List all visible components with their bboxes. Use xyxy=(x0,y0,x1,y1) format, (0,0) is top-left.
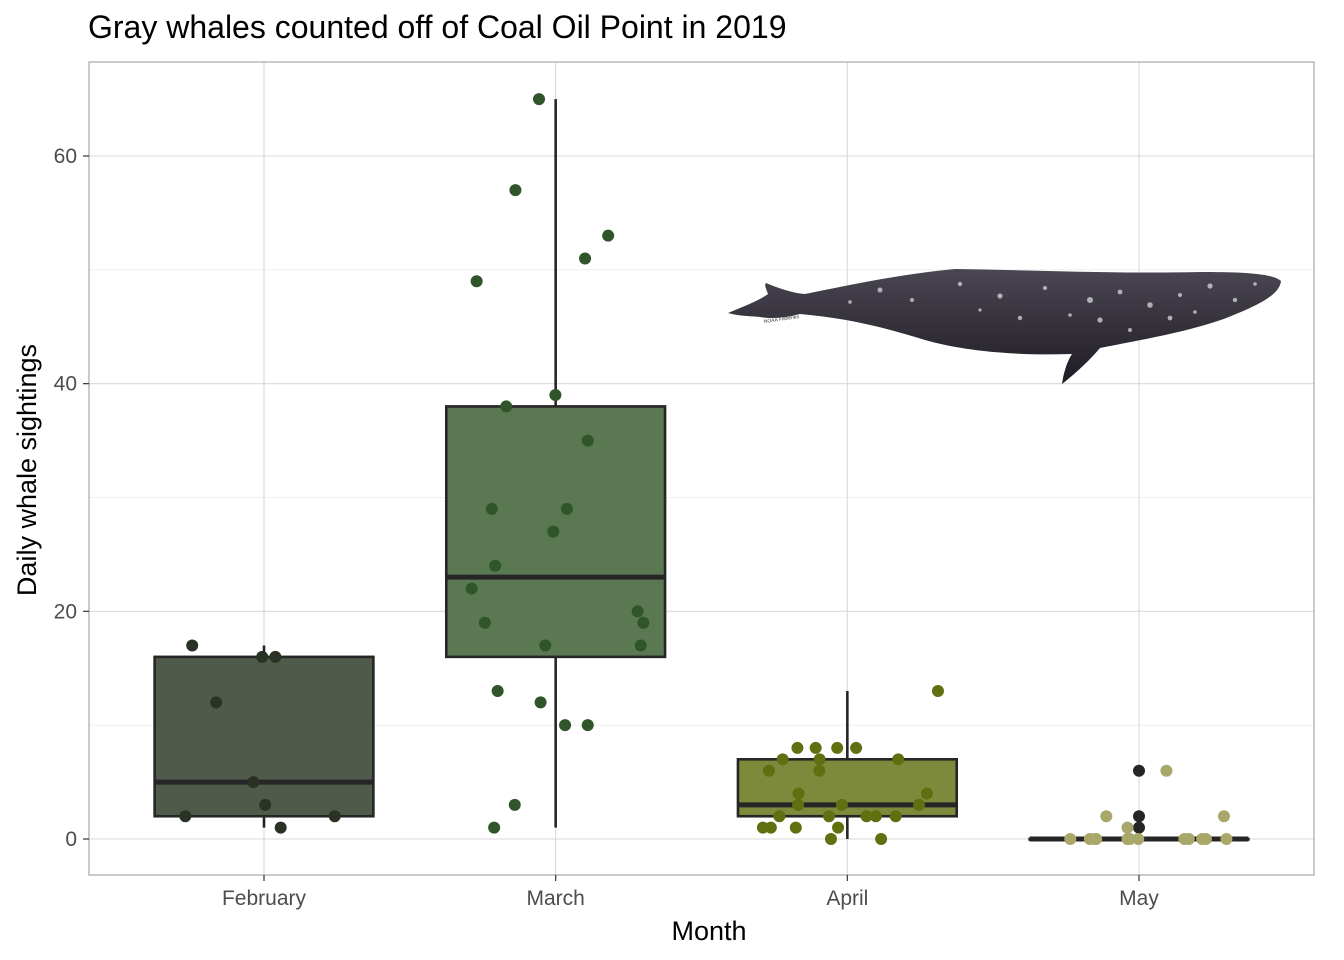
data-point xyxy=(792,787,805,800)
x-tick-label-february: February xyxy=(222,887,307,910)
data-point xyxy=(1100,810,1113,823)
data-point xyxy=(489,559,502,572)
data-point xyxy=(831,741,844,754)
data-point xyxy=(1217,810,1230,823)
gray-whale-icon: NOAA Fisheries xyxy=(728,269,1281,384)
data-point xyxy=(465,582,478,595)
x-axis-tick-labels: February March April May xyxy=(222,875,1159,910)
data-point xyxy=(210,696,223,709)
whale-image-caption: NOAA Fisheries xyxy=(763,314,800,325)
x-tick-label-may: May xyxy=(1119,887,1159,910)
data-point xyxy=(539,639,552,652)
data-point xyxy=(637,616,650,629)
x-axis-title: Month xyxy=(671,916,746,946)
data-point xyxy=(913,798,926,811)
data-point xyxy=(478,616,491,629)
data-point xyxy=(809,741,822,754)
x-tick-label-april: April xyxy=(826,887,868,910)
outlier-point xyxy=(1133,764,1145,777)
data-point xyxy=(835,798,848,811)
data-point xyxy=(1121,821,1134,834)
data-point xyxy=(1121,833,1134,845)
data-point xyxy=(931,685,944,698)
data-point xyxy=(579,252,592,265)
data-point xyxy=(634,639,647,652)
data-point xyxy=(534,696,547,709)
data-point xyxy=(485,502,498,515)
data-point xyxy=(813,753,826,766)
data-point xyxy=(549,389,562,402)
data-point xyxy=(581,719,594,732)
data-point xyxy=(1182,833,1195,845)
boxplots xyxy=(153,99,1250,842)
data-point xyxy=(792,798,805,811)
data-point xyxy=(860,810,873,823)
outlier-point xyxy=(1133,810,1145,823)
plot-panel-border xyxy=(88,61,1315,876)
data-point xyxy=(832,821,845,834)
data-point xyxy=(1064,833,1077,845)
y-tick-label: 60 xyxy=(54,145,77,168)
data-point xyxy=(328,810,341,823)
data-point xyxy=(533,93,546,106)
data-point xyxy=(773,810,786,823)
data-point xyxy=(247,776,260,789)
y-tick-label: 20 xyxy=(54,600,77,623)
y-axis-tick-labels: 0 20 40 60 xyxy=(54,145,89,851)
data-point xyxy=(850,741,863,754)
data-point xyxy=(1160,764,1173,777)
data-point xyxy=(488,821,501,834)
data-point xyxy=(756,821,769,834)
data-point xyxy=(500,400,513,413)
data-point xyxy=(892,753,905,766)
data-point xyxy=(547,525,560,538)
outlier-point xyxy=(1133,821,1145,834)
data-point xyxy=(508,798,521,811)
data-point xyxy=(269,650,282,663)
data-point xyxy=(631,605,644,618)
data-point xyxy=(559,719,572,732)
chart-title: Gray whales counted off of Coal Oil Poin… xyxy=(88,9,786,45)
data-point xyxy=(824,833,837,845)
data-point xyxy=(509,184,522,197)
data-point xyxy=(1220,833,1233,845)
data-point xyxy=(762,764,775,777)
data-point xyxy=(776,753,789,766)
y-axis-title: Daily whale sightings xyxy=(12,344,42,596)
data-point xyxy=(491,685,504,698)
data-point xyxy=(822,810,835,823)
data-point xyxy=(602,229,615,242)
data-point xyxy=(274,821,287,834)
y-tick-label: 0 xyxy=(65,828,77,851)
data-point xyxy=(186,639,199,652)
data-point xyxy=(1199,833,1212,845)
data-point xyxy=(889,810,902,823)
data-point xyxy=(256,650,269,663)
data-point xyxy=(789,821,802,834)
data-point xyxy=(1132,833,1145,845)
box-february xyxy=(153,655,375,818)
data-point xyxy=(791,741,804,754)
data-point xyxy=(470,275,483,288)
data-point xyxy=(179,810,192,823)
data-point xyxy=(920,787,933,800)
data-point xyxy=(1090,833,1103,845)
data-point xyxy=(875,833,888,845)
x-tick-label-march: March xyxy=(526,887,584,910)
data-point xyxy=(560,502,573,515)
y-tick-label: 40 xyxy=(54,373,77,396)
data-point xyxy=(869,810,882,823)
data-point xyxy=(581,434,594,447)
jitter-points xyxy=(179,93,1233,845)
data-point xyxy=(259,798,272,811)
data-point xyxy=(813,764,826,777)
